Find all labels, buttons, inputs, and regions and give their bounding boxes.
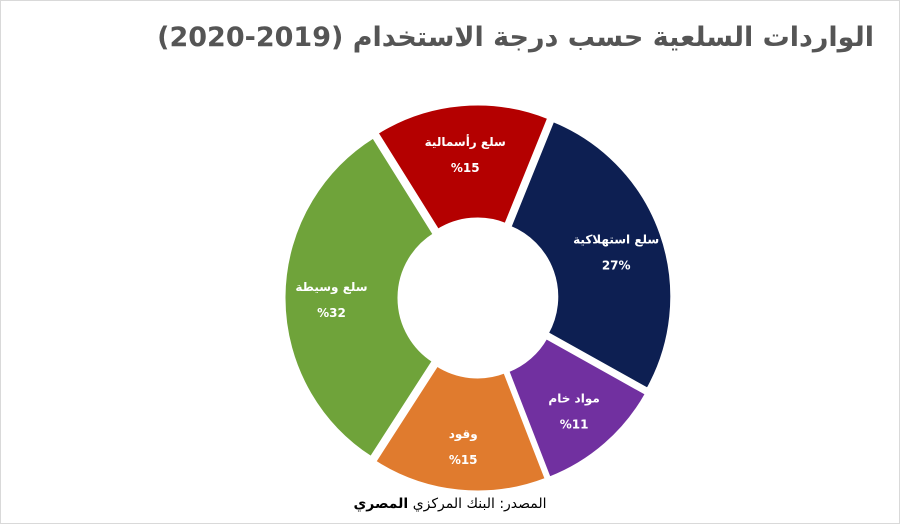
slice-value-1: %11 — [560, 418, 589, 432]
slice-label-2: وقود — [449, 427, 478, 442]
slice-label-1: مواد خام — [548, 392, 599, 407]
slice-label-4: سلع رأسمالية — [425, 134, 506, 149]
slice-value-3: %32 — [317, 306, 346, 320]
donut-slice-4 — [374, 102, 551, 233]
slice-value-0: 27% — [602, 258, 631, 272]
chart-title: الواردات السلعية حسب درجة الاستخدام (201… — [157, 22, 874, 53]
donut-slice-1 — [505, 335, 649, 481]
slice-value-4: %15 — [451, 161, 480, 175]
donut-slice-3 — [282, 134, 437, 460]
source-note: المصدر: البنك المركزي المصري — [0, 496, 900, 512]
source-org: المصري — [353, 496, 409, 512]
source-prefix: المصدر: البنك المركزي — [412, 496, 547, 512]
slice-value-2: %15 — [449, 453, 478, 467]
donut-slice-2 — [372, 362, 549, 494]
slice-label-3: سلع وسيطة — [295, 280, 367, 295]
slice-label-0: سلع استهلاكية — [573, 232, 659, 246]
donut-slice-0 — [507, 118, 674, 392]
